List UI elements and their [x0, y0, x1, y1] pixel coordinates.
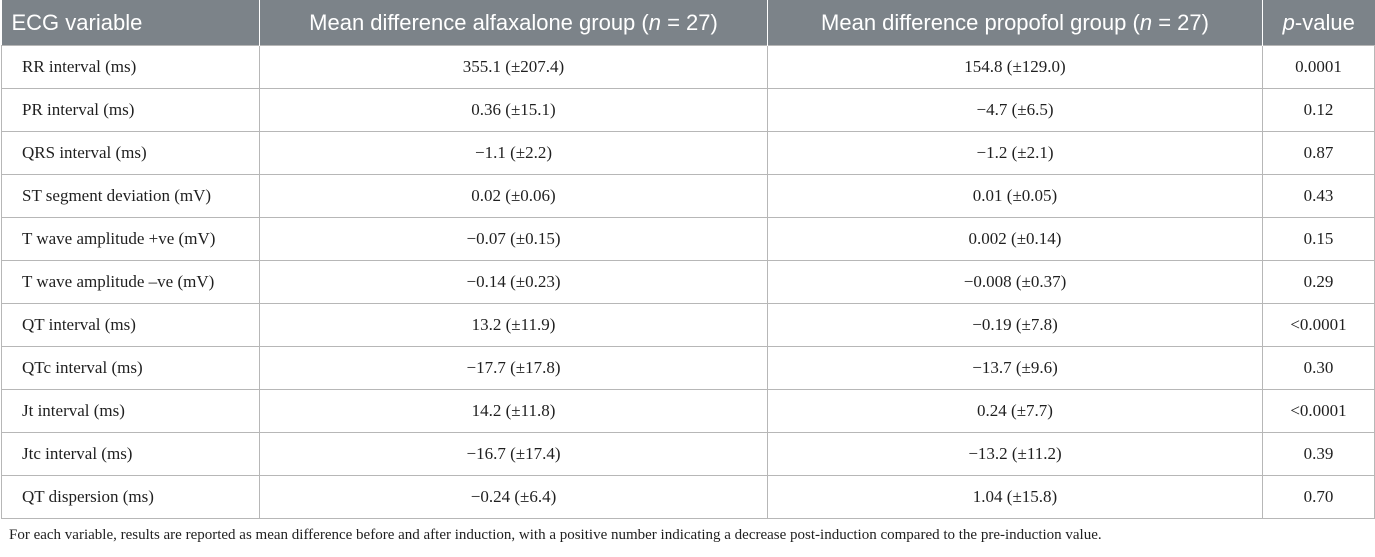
propofol-cell: 0.24 (±7.7)	[767, 389, 1263, 433]
table-row: T wave amplitude –ve (mV) −0.14 (±0.23) −0…	[1, 260, 1375, 304]
header-p-value: p-value	[1262, 0, 1375, 46]
table-row: PR interval (ms) 0.36 (±15.1) −4.7 (±6.5) 0…	[1, 88, 1375, 132]
table-row: QTc interval (ms) −17.7 (±17.8) −13.7 (±9.…	[1, 346, 1375, 390]
header-propofol: Mean difference propofol group (n = 27)	[767, 0, 1263, 46]
p-value-cell: 0.87	[1262, 131, 1375, 175]
variable-cell: QT interval (ms)	[1, 303, 260, 347]
p-value-cell: 0.12	[1262, 88, 1375, 132]
table-footnote: For each variable, results are reported …	[9, 527, 1102, 543]
p-value-cell: <0.0001	[1262, 303, 1375, 347]
variable-cell: QTc interval (ms)	[1, 346, 260, 390]
propofol-cell: −13.2 (±11.2)	[767, 432, 1263, 476]
variable-cell: T wave amplitude +ve (mV)	[1, 217, 260, 261]
propofol-cell: −0.008 (±0.37)	[767, 260, 1263, 304]
alfaxalone-cell: −0.14 (±0.23)	[259, 260, 768, 304]
variable-cell: QT dispersion (ms)	[1, 475, 260, 519]
p-value-cell: <0.0001	[1262, 389, 1375, 433]
alfaxalone-cell: 13.2 (±11.9)	[259, 303, 768, 347]
alfaxalone-cell: −0.24 (±6.4)	[259, 475, 768, 519]
variable-cell: ST segment deviation (mV)	[1, 174, 260, 218]
variable-cell: Jt interval (ms)	[1, 389, 260, 433]
alfaxalone-cell: −0.07 (±0.15)	[259, 217, 768, 261]
p-value-cell: 0.43	[1262, 174, 1375, 218]
propofol-cell: 1.04 (±15.8)	[767, 475, 1263, 519]
propofol-cell: −13.7 (±9.6)	[767, 346, 1263, 390]
variable-cell: Jtc interval (ms)	[1, 432, 260, 476]
table-row: RR interval (ms) 355.1 (±207.4) 154.8 (±12…	[1, 45, 1375, 89]
alfaxalone-cell: −17.7 (±17.8)	[259, 346, 768, 390]
p-value-cell: 0.39	[1262, 432, 1375, 476]
header-alfaxalone: Mean difference alfaxalone group (n = 27…	[259, 0, 768, 46]
variable-cell: PR interval (ms)	[1, 88, 260, 132]
ecg-comparison-table: ECG variable Mean difference alfaxalone …	[1, 0, 1375, 519]
propofol-cell: 0.002 (±0.14)	[767, 217, 1263, 261]
alfaxalone-cell: 355.1 (±207.4)	[259, 45, 768, 89]
table-row: T wave amplitude +ve (mV) −0.07 (±0.15) 0.…	[1, 217, 1375, 261]
propofol-cell: 154.8 (±129.0)	[767, 45, 1263, 89]
table-row: QT interval (ms) 13.2 (±11.9) −0.19 (±7.8)…	[1, 303, 1375, 347]
table-row: Jtc interval (ms) −16.7 (±17.4) −13.2 (±11…	[1, 432, 1375, 476]
p-value-cell: 0.70	[1262, 475, 1375, 519]
propofol-cell: 0.01 (±0.05)	[767, 174, 1263, 218]
ecg-table-figure: ECG variable Mean difference alfaxalone …	[1, 0, 1375, 543]
alfaxalone-cell: 0.36 (±15.1)	[259, 88, 768, 132]
variable-cell: QRS interval (ms)	[1, 131, 260, 175]
p-value-cell: 0.15	[1262, 217, 1375, 261]
table-row: Jt interval (ms) 14.2 (±11.8) 0.24 (±7.7) <…	[1, 389, 1375, 433]
table-row: QRS interval (ms) −1.1 (±2.2) −1.2 (±2.1) 0…	[1, 131, 1375, 175]
alfaxalone-cell: 0.02 (±0.06)	[259, 174, 768, 218]
p-value-cell: 0.30	[1262, 346, 1375, 390]
propofol-cell: −1.2 (±2.1)	[767, 131, 1263, 175]
p-value-cell: 0.29	[1262, 260, 1375, 304]
propofol-cell: −4.7 (±6.5)	[767, 88, 1263, 132]
variable-cell: T wave amplitude –ve (mV)	[1, 260, 260, 304]
alfaxalone-cell: −1.1 (±2.2)	[259, 131, 768, 175]
header-row: ECG variable Mean difference alfaxalone …	[1, 0, 1375, 46]
alfaxalone-cell: 14.2 (±11.8)	[259, 389, 768, 433]
table-row: QT dispersion (ms) −0.24 (±6.4) 1.04 (±15.…	[1, 475, 1375, 519]
header-ecg-variable: ECG variable	[1, 0, 260, 46]
table-row: ST segment deviation (mV) 0.02 (±0.06) 0.0…	[1, 174, 1375, 218]
p-value-cell: 0.0001	[1262, 45, 1375, 89]
alfaxalone-cell: −16.7 (±17.4)	[259, 432, 768, 476]
propofol-cell: −0.19 (±7.8)	[767, 303, 1263, 347]
variable-cell: RR interval (ms)	[1, 45, 260, 89]
